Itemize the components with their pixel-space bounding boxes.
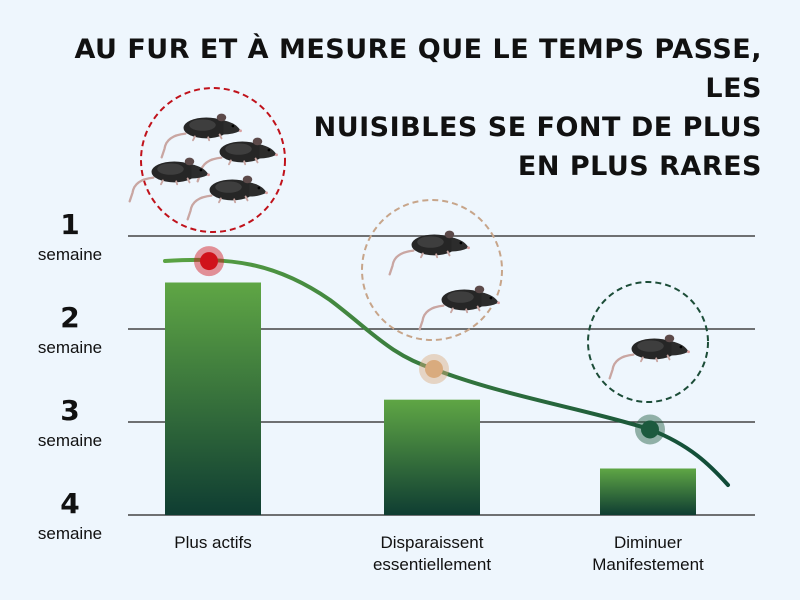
rat-icon [388, 229, 472, 276]
pest-circle-2 [361, 199, 503, 341]
pest-circle-3 [587, 281, 709, 403]
y-tick-unit-1: semaine [38, 245, 102, 264]
x-label-3-line-1: Diminuer [614, 533, 682, 552]
title-line-1: Au fur et à mesure que le temps passe, l… [74, 34, 762, 104]
rat-icon [418, 284, 502, 331]
y-tick-unit-4: semaine [38, 524, 102, 543]
marker-dot-3 [641, 420, 659, 439]
x-label-2-line-1: Disparaissent [381, 533, 484, 552]
y-tick-number-2: 2 [60, 301, 79, 334]
bar-2 [384, 399, 480, 515]
title-line-3: en plus rares [517, 151, 762, 182]
pest-circle-1 [140, 87, 286, 233]
y-tick-number-3: 3 [60, 394, 79, 427]
rat-icon [608, 333, 692, 380]
rat-icon [186, 174, 270, 221]
marker-dot-1 [200, 252, 218, 271]
bar-1 [165, 282, 261, 515]
bar-3 [600, 468, 696, 515]
y-tick-number-4: 4 [60, 487, 79, 520]
title-line-2: nuisibles se font de plus [313, 112, 762, 143]
x-label-1-line-1: Plus actifs [174, 533, 251, 552]
chart-title: Au fur et à mesure que le temps passe, l… [42, 30, 762, 186]
y-tick-unit-3: semaine [38, 431, 102, 450]
x-label-2-line-2: essentiellement [373, 555, 491, 574]
y-tick-unit-2: semaine [38, 338, 102, 357]
marker-dot-2 [425, 359, 443, 378]
y-tick-number-1: 1 [60, 208, 79, 241]
x-label-3-line-2: Manifestement [592, 555, 704, 574]
